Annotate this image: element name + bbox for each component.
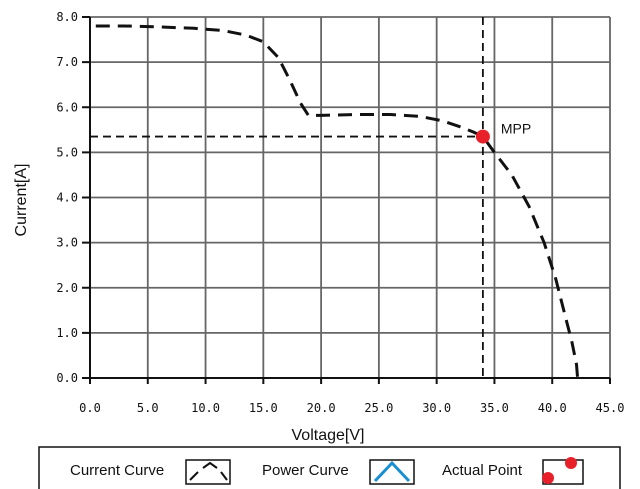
legend-label-actual-point: Actual Point [442, 462, 523, 479]
y-axis-label: Current[A] [13, 164, 30, 237]
actual-point-icon [542, 457, 584, 485]
y-tick-label: 8.0 [56, 10, 78, 24]
x-tick-label: 25.0 [364, 401, 393, 415]
x-axis-label: Voltage[V] [292, 427, 365, 444]
x-tick-label: 0.0 [79, 401, 101, 415]
power-curve-icon [369, 459, 415, 485]
y-tick-label: 1.0 [56, 326, 78, 340]
mpp-label: MPP [501, 121, 531, 137]
x-tick-label: 15.0 [249, 401, 278, 415]
y-tick-label: 3.0 [56, 236, 78, 250]
x-tick-label: 30.0 [422, 401, 451, 415]
x-tick-label: 40.0 [538, 401, 567, 415]
mpp-point [475, 129, 490, 144]
y-tick-label: 0.0 [56, 371, 78, 385]
y-tick-label: 7.0 [56, 55, 78, 69]
x-tick-label: 35.0 [480, 401, 509, 415]
axes [84, 17, 610, 384]
grid [89, 16, 611, 379]
current-curve-icon [185, 459, 231, 485]
legend-label-power-curve: Power Curve [262, 462, 349, 479]
y-tick-label: 5.0 [56, 145, 78, 159]
tick-labels: 0.0 5.0 10.0 15.0 20.0 25.0 30.0 35.0 40.0 45.0 0.… [56, 10, 624, 415]
legend-box [38, 446, 621, 489]
mpp-guide-lines [90, 17, 484, 378]
x-tick-label: 20.0 [307, 401, 336, 415]
current-curve-line [95, 24, 580, 379]
legend-label-current-curve: Current Curve [70, 462, 164, 479]
x-tick-label: 5.0 [137, 401, 159, 415]
y-tick-label: 2.0 [56, 281, 78, 295]
legend: Current Curve Power Curve Actual Point [38, 446, 621, 489]
y-tick-label: 6.0 [56, 100, 78, 114]
x-tick-label: 45.0 [596, 401, 625, 415]
x-tick-label: 10.0 [191, 401, 220, 415]
y-tick-label: 4.0 [56, 191, 78, 205]
